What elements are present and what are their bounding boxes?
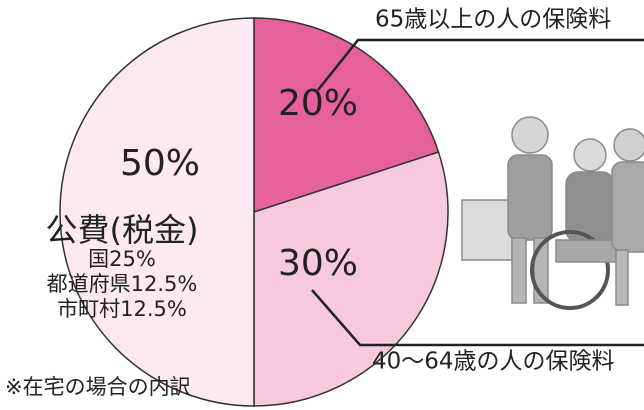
breakdown-label: 都道府県12.5%: [47, 272, 198, 296]
value-label: 30%: [278, 243, 358, 284]
chart: ※在宅の場合の内訳 20% 30% 50% 65歳以上の人の保険料 40〜64歳の人の保…: [0, 0, 644, 410]
value-label: 50%: [120, 143, 200, 184]
note: ※在宅の場合の内訳: [5, 375, 191, 399]
breakdown-label: 国25%: [88, 247, 156, 271]
value-label: 20%: [278, 83, 358, 124]
illustration: [462, 117, 644, 308]
category-label: 65歳以上の人の保険料: [375, 7, 611, 33]
breakdown-label: 市町村12.5%: [57, 297, 187, 321]
category-label: 40〜64歳の人の保険料: [372, 349, 615, 375]
category-label: 公費(税金): [46, 211, 199, 249]
page: ※在宅の場合の内訳 20% 30% 50% 65歳以上の人の保険料 40〜64歳の人の保…: [0, 0, 644, 410]
